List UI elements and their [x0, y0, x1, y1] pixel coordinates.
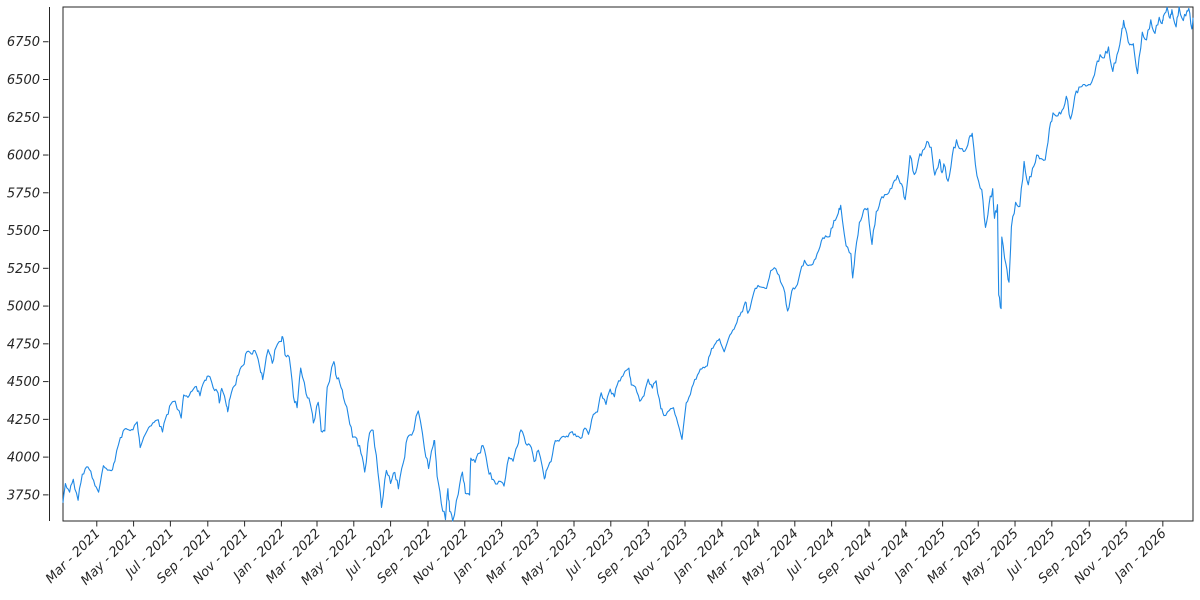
y-tick-label: 6000 [7, 149, 40, 164]
y-tick-label: 3750 [7, 488, 40, 503]
y-tick-label: 4750 [7, 337, 40, 352]
series-layer [62, 6, 1194, 522]
y-tick-label: 6250 [7, 111, 40, 126]
y-tick-label: 4250 [7, 413, 40, 428]
price-line-series [62, 6, 1194, 522]
y-tick-label: 4000 [7, 451, 40, 466]
plot-border [62, 6, 1194, 522]
y-tick-label: 5750 [7, 186, 40, 201]
y-tick-label: 5000 [7, 300, 40, 315]
y-tick-label: 6750 [7, 35, 40, 50]
y-tick-label: 5250 [7, 262, 40, 277]
y-tick-label: 4500 [7, 375, 40, 390]
y-tick-label: 6500 [7, 73, 40, 88]
y-tick-label: 5500 [7, 224, 40, 239]
axes-layer: 3750 4000 4250 4500 4750 5000 5250 5500 5750 6000… [7, 6, 1194, 588]
